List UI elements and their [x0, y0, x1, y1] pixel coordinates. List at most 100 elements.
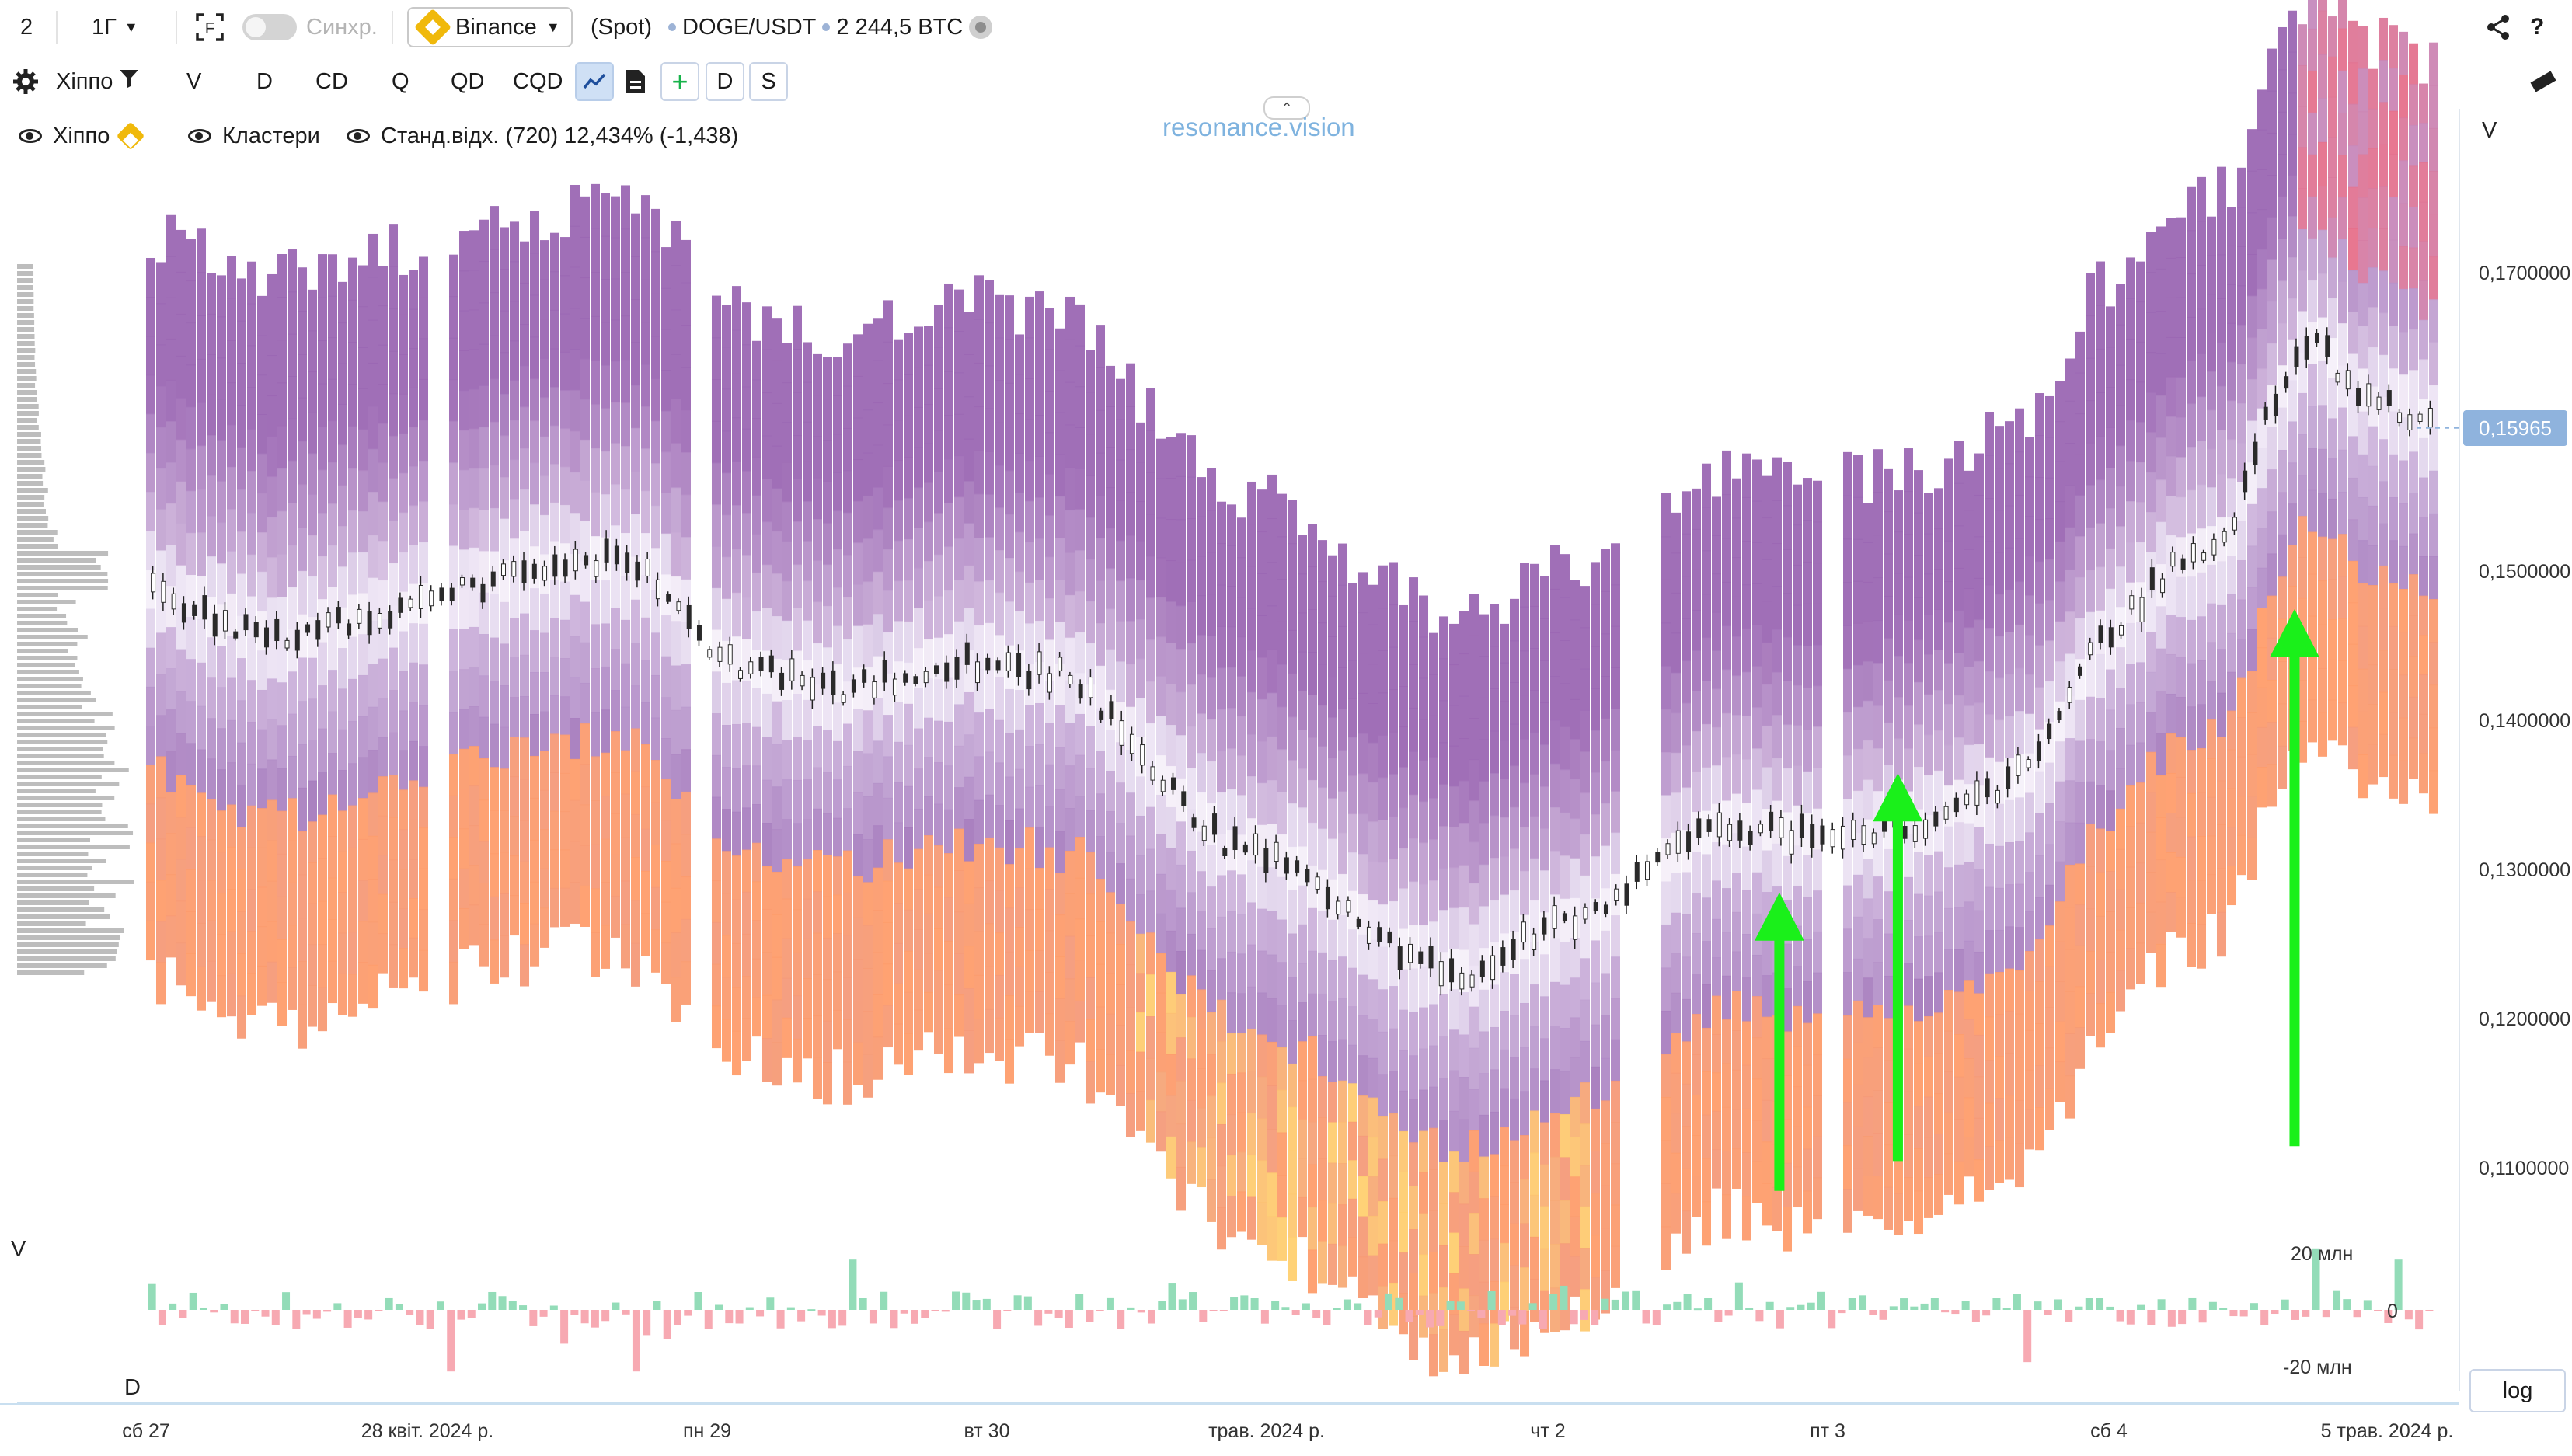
heatmap-cell	[1277, 1005, 1287, 1048]
heatmap-cell	[651, 420, 660, 465]
heatmap-cell	[1308, 1207, 1317, 1251]
heatmap-cell	[1399, 1252, 1408, 1294]
heatmap-cell	[1580, 751, 1590, 794]
heatmap-cell	[611, 319, 620, 362]
heatmap-cell	[591, 756, 600, 802]
heatmap-chart[interactable]	[0, 0, 2459, 1403]
heatmap-cell	[1025, 991, 1034, 1033]
heatmap-cell	[1974, 702, 1984, 745]
s-button[interactable]: S	[749, 54, 788, 109]
heatmap-cell	[924, 913, 933, 954]
sync-toggle[interactable]	[242, 0, 297, 54]
mode-button-q[interactable]: Q	[392, 68, 409, 94]
mode-button-cd[interactable]: CD	[315, 68, 348, 94]
candle-body	[2253, 441, 2258, 465]
heatmap-cell	[1298, 768, 1307, 809]
heatmap-cell	[1389, 859, 1398, 902]
heatmap-cell	[1005, 382, 1014, 428]
heatmap-cell	[1873, 577, 1883, 622]
line-chart-button[interactable]	[575, 54, 614, 109]
heatmap-cell	[1045, 930, 1054, 973]
heatmap-cell	[1075, 550, 1085, 592]
heatmap-cell	[772, 701, 782, 745]
add-button[interactable]: +	[660, 54, 699, 109]
heatmap-cell	[1055, 789, 1065, 832]
exchange-select[interactable]: Binance ▼	[407, 0, 573, 54]
heatmap-cell	[1964, 744, 1974, 785]
heatmap-cell	[298, 831, 307, 876]
heatmap-cell	[843, 343, 852, 387]
heatmap-cell	[914, 768, 923, 810]
layout-count[interactable]: 2	[20, 14, 33, 40]
mode-button-v[interactable]: V	[186, 68, 202, 94]
heatmap-cell	[409, 937, 418, 978]
mode-button-cqd[interactable]: CQD	[513, 68, 563, 94]
heatmap-cell	[1328, 717, 1337, 759]
gear-icon[interactable]	[12, 54, 39, 109]
indicator-select[interactable]: Хіппо	[56, 54, 139, 109]
heatmap-cell	[1934, 1012, 1943, 1054]
screenshot-icon[interactable]: F	[194, 0, 225, 54]
heatmap-cell	[712, 504, 721, 548]
heatmap-cell	[580, 885, 590, 927]
heatmap-cell	[146, 803, 155, 844]
symbol-label[interactable]: DOGE/USDT 2 244,5 BTC	[662, 0, 993, 54]
volume-delta-bar	[478, 1303, 486, 1310]
volume-delta-bar	[982, 1298, 991, 1310]
heatmap-cell	[176, 733, 186, 776]
price-axis[interactable]: V 0,1700000 0,1500000 0,1400000 0,130000…	[2459, 109, 2572, 1391]
d-button[interactable]: D	[706, 54, 744, 109]
heatmap-cell	[1894, 531, 1903, 574]
ruler-icon[interactable]	[2530, 54, 2556, 109]
heatmap-cell	[641, 195, 650, 239]
heatmap-cell	[2278, 703, 2287, 747]
heatmap-cell	[1500, 817, 1509, 857]
heatmap-cell	[843, 935, 852, 978]
legend-item-stddev[interactable]: Станд.відх. (720) 12,434% (-1,438)	[347, 109, 738, 163]
interval-select[interactable]: 1Г ▼	[92, 0, 138, 54]
heatmap-cell	[985, 1008, 994, 1054]
document-icon[interactable]	[625, 54, 646, 109]
heatmap-cell	[2035, 645, 2044, 688]
heatmap-cell	[530, 672, 539, 715]
heatmap-cell	[1217, 667, 1226, 710]
heatmap-cell	[1075, 837, 1085, 879]
heatmap-cell	[2399, 332, 2408, 376]
heatmap-cell	[520, 861, 529, 904]
eye-icon[interactable]	[19, 129, 42, 143]
eye-icon[interactable]	[188, 129, 211, 143]
heatmap-cell	[2237, 285, 2246, 326]
heatmap-cell	[2217, 254, 2226, 299]
candle-body	[1706, 819, 1712, 832]
heatmap-cell	[2278, 196, 2287, 239]
heatmap-cell	[681, 791, 691, 835]
heatmap-cell	[2126, 379, 2135, 421]
heatmap-cell	[358, 347, 368, 389]
heatmap-cell	[146, 608, 155, 649]
heatmap-cell	[1863, 898, 1873, 939]
log-scale-button[interactable]: log	[2469, 1369, 2566, 1412]
heatmap-cell	[2257, 329, 2267, 370]
candle-body	[1861, 825, 1866, 845]
help-icon[interactable]: ?	[2530, 14, 2545, 40]
heatmap-cell	[2187, 750, 2196, 794]
heatmap-cell	[1520, 1091, 1529, 1137]
mode-button-d[interactable]: D	[256, 68, 273, 94]
heatmap-cell	[1479, 1323, 1489, 1366]
heatmap-cell	[974, 887, 984, 932]
collapse-toggle[interactable]: ⌃	[1263, 96, 1310, 120]
volume-delta-bar	[1075, 1294, 1084, 1310]
heatmap-cell	[1156, 557, 1166, 598]
heatmap-cell	[934, 305, 943, 348]
heatmap-cell	[1116, 661, 1125, 703]
legend-item-hippo[interactable]: Хіппо	[19, 109, 145, 163]
eye-icon[interactable]	[347, 129, 370, 143]
heatmap-cell	[2368, 68, 2378, 110]
time-axis[interactable]: сб 27 28 квіт. 2024 р. пн 29 вт 30 трав.…	[0, 1403, 2459, 1456]
heatmap-cell	[1338, 1121, 1347, 1165]
share-icon[interactable]	[2485, 0, 2511, 54]
mode-button-qd[interactable]: QD	[451, 68, 485, 94]
heatmap-cell	[1954, 907, 1964, 950]
heatmap-cell	[227, 931, 236, 974]
legend-item-clusters[interactable]: Кластери	[188, 109, 320, 163]
